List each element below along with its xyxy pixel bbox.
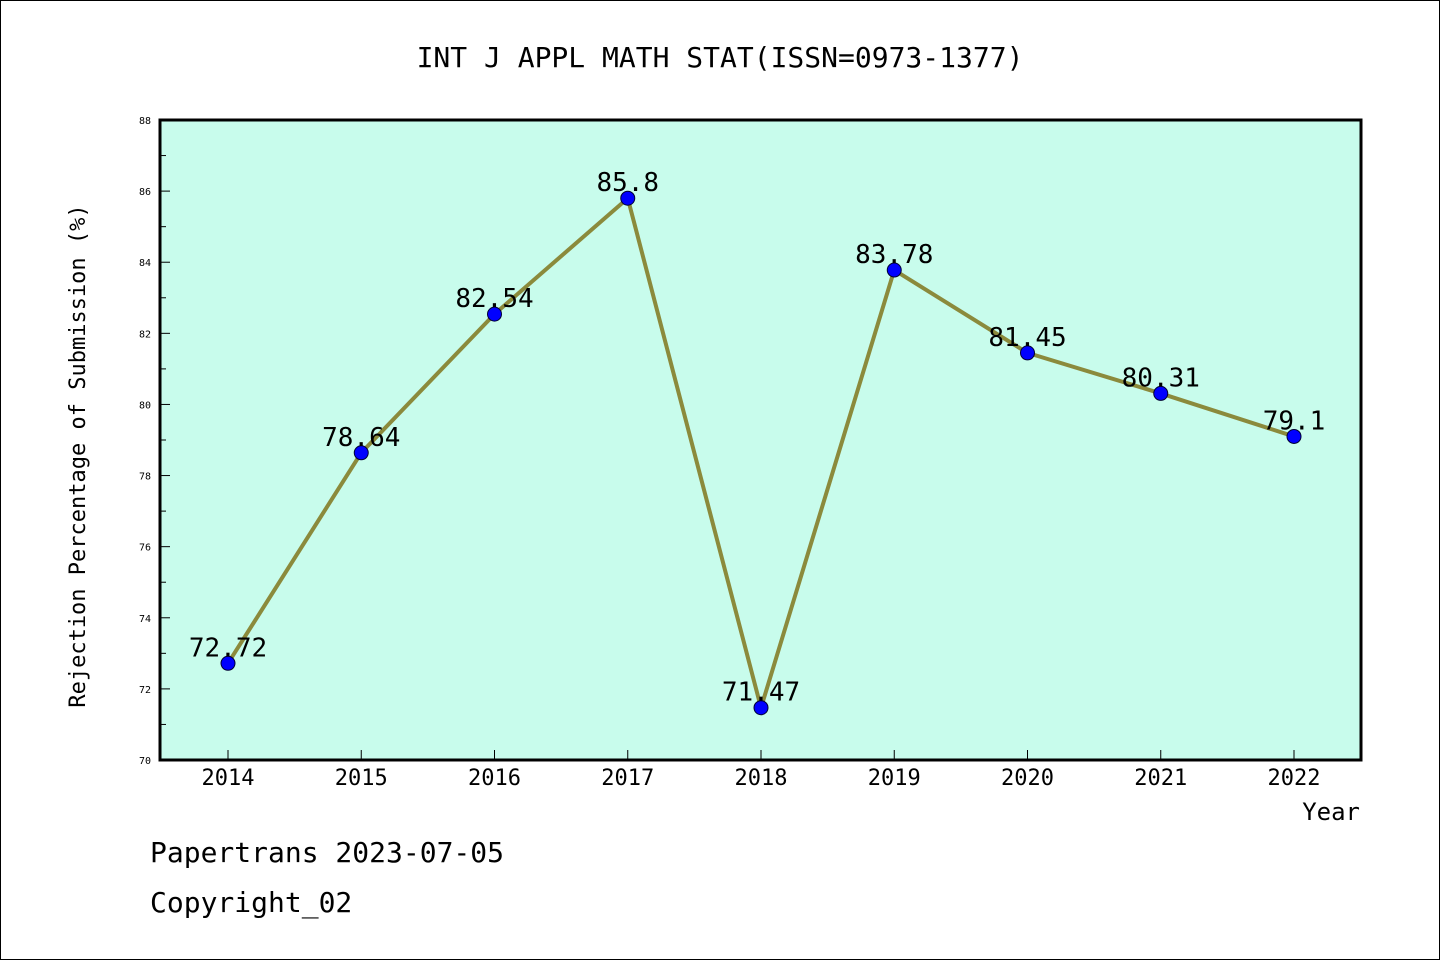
data-label: 78.64 (322, 423, 400, 453)
x-tick-label: 2019 (868, 766, 921, 791)
data-label: 71.47 (722, 678, 800, 708)
x-tick-label: 2014 (202, 766, 255, 791)
x-tick-label: 2021 (1134, 766, 1187, 791)
x-tick-label: 2016 (468, 766, 521, 791)
x-axis-ticks: 2014 2015 2016 2017 2018 2019 2020 2021 2022 (202, 750, 1321, 791)
y-axis-label: Rejection Percentage of Submission (%) (66, 204, 91, 707)
y-tick-label: 76 (139, 543, 151, 554)
data-label: 81.45 (988, 323, 1066, 353)
data-labels: 72.72 78.64 82.54 85.8 71.47 83.78 81.45 80.31 7… (189, 168, 1325, 708)
x-tick-label: 2018 (735, 766, 788, 791)
data-label: 79.1 (1263, 406, 1326, 436)
y-tick-label: 74 (139, 614, 151, 625)
data-label: 83.78 (855, 240, 933, 270)
data-label: 80.31 (1122, 363, 1200, 393)
y-tick-label: 78 (139, 472, 151, 483)
plot-border (158, 118, 1363, 762)
data-point (1153, 385, 1169, 401)
x-tick-label: 2015 (335, 766, 388, 791)
y-tick-label: 70 (139, 756, 151, 767)
data-point (1020, 345, 1035, 361)
data-point (1286, 428, 1302, 444)
data-point (886, 262, 902, 278)
y-tick-label: 88 (139, 116, 151, 127)
data-point (353, 445, 369, 461)
plot-area (160, 120, 1361, 760)
y-tick-label: 80 (139, 400, 151, 411)
data-point (620, 190, 636, 206)
data-point (753, 700, 769, 716)
x-tick-label: 2017 (601, 766, 654, 791)
data-label: 85.8 (596, 168, 659, 198)
data-points (220, 190, 1302, 716)
footer-copyright: Copyright_02 (150, 886, 353, 919)
footer-date: Papertrans 2023-07-05 (150, 836, 505, 869)
x-tick-label: 2020 (1001, 766, 1054, 791)
y-tick-label: 72 (139, 685, 151, 696)
data-point (220, 655, 236, 671)
x-tick-label: 2022 (1268, 766, 1321, 791)
data-label: 82.54 (455, 284, 533, 314)
x-axis-label: Year (1302, 798, 1360, 826)
y-tick-label: 84 (139, 258, 151, 269)
y-tick-label: 82 (139, 329, 151, 340)
data-point (487, 306, 502, 322)
chart-title: INT J APPL MATH STAT(ISSN=0973-1377) (417, 41, 1024, 74)
data-label: 72.72 (189, 633, 267, 663)
y-tick-label: 86 (139, 187, 151, 198)
